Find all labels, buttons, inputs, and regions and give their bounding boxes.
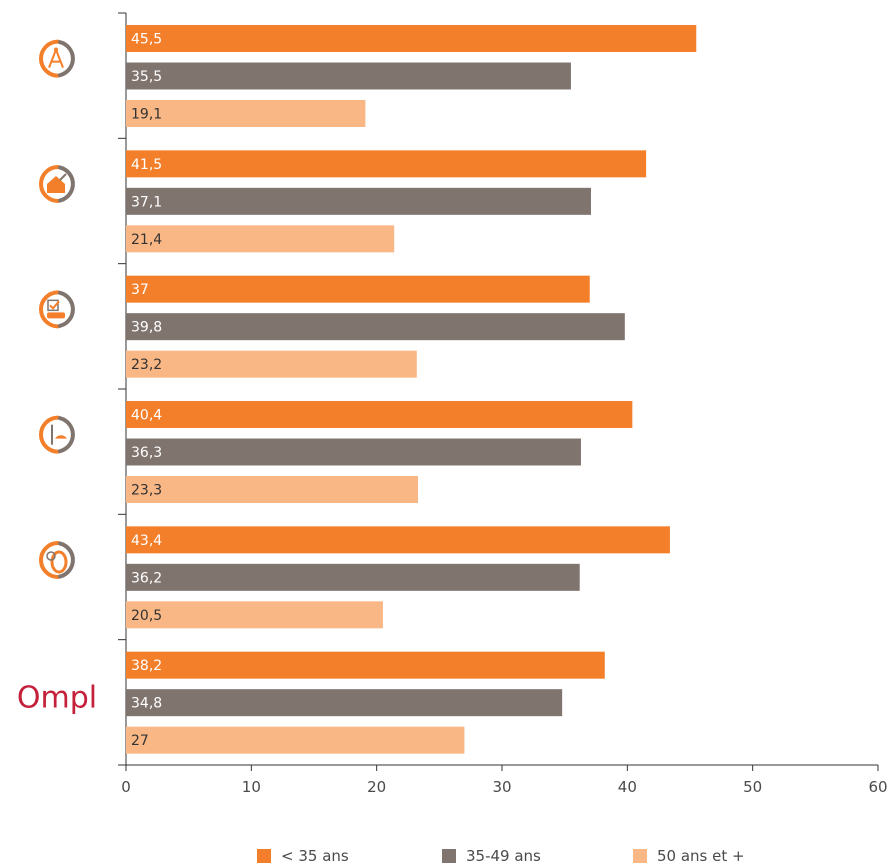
bar-under-35 [126, 401, 632, 428]
surveyor-helmet-icon [41, 418, 73, 452]
icon-ring-right [60, 418, 73, 451]
bar-under-35 [126, 150, 646, 177]
bar-under-35 [126, 276, 590, 303]
bar-50-plus [126, 601, 383, 628]
bar-value-label: 23,3 [131, 483, 162, 499]
legend-label-under-35: < 35 ans [281, 847, 349, 865]
compass-pivot [54, 48, 58, 52]
bar-value-label: 35,5 [131, 69, 162, 85]
legend-label-50-plus: 50 ans et + [657, 847, 745, 865]
legend-item-under-35: < 35 ans [257, 847, 349, 865]
bar-50-plus [126, 476, 418, 503]
x-tick-label: 20 [367, 778, 386, 796]
x-tick-label: 60 [868, 778, 887, 796]
tire-expertise-icon [41, 543, 73, 577]
bar-50-plus [126, 351, 417, 378]
bar-35-49 [126, 313, 625, 340]
bar-value-label: 38,2 [131, 658, 162, 674]
legend-label-35-49: 35-49 ans [466, 847, 541, 865]
vehicle-inspection-icon [41, 292, 73, 326]
icon-ring-right [60, 293, 73, 326]
icon-ring-left [41, 418, 58, 452]
bar-50-plus [126, 225, 394, 252]
bar-value-label: 36,2 [131, 570, 162, 586]
legend-item-50-plus: 50 ans et + [633, 847, 745, 865]
bar-under-35 [126, 25, 696, 52]
icon-ring-left [41, 42, 58, 76]
ompl-logo: Ompl [17, 680, 97, 715]
legend-swatch-under-35 [257, 849, 271, 863]
pen-glyph [60, 174, 66, 180]
bar-under-35 [126, 526, 670, 553]
bar-under-35 [126, 652, 605, 679]
architecture-compass-icon [41, 42, 73, 76]
bar-value-label: 37,1 [131, 194, 162, 210]
legend-item-35-49: 35-49 ans [442, 847, 541, 865]
x-tick-label: 40 [618, 778, 637, 796]
bar-value-label: 41,5 [131, 157, 162, 173]
helmet-glyph [55, 435, 67, 438]
bar-value-label: 45,5 [131, 32, 162, 48]
chart-legend: < 35 ans 35-49 ans 50 ans et + [0, 847, 890, 866]
icon-ring-right [60, 42, 73, 75]
bar-value-label: 40,4 [131, 408, 162, 424]
bar-35-49 [126, 63, 571, 90]
bar-35-49 [126, 439, 581, 466]
icon-ring-left [41, 292, 58, 326]
compass-glyph [49, 50, 63, 68]
bar-value-label: 43,4 [131, 533, 162, 549]
x-tick-label: 30 [492, 778, 511, 796]
bar-value-label: 37 [131, 282, 149, 298]
bar-value-label: 39,8 [131, 320, 162, 336]
bar-value-label: 23,2 [131, 357, 162, 373]
bar-35-49 [126, 564, 580, 591]
bar-value-label: 27 [131, 733, 149, 749]
bar-chart: 0 10 20 30 40 50 60 45,5 35,5 19,1 41,5 37,1 21,4 37 3… [0, 0, 890, 830]
x-tick-label: 0 [121, 778, 131, 796]
legend-swatch-35-49 [442, 849, 456, 863]
bar-35-49 [126, 188, 591, 215]
legend-swatch-50-plus [633, 849, 647, 863]
bar-value-label: 21,4 [131, 232, 162, 248]
car-glyph [47, 312, 65, 318]
real-estate-house-icon [41, 167, 73, 201]
x-tick-label: 10 [242, 778, 261, 796]
bar-value-label: 20,5 [131, 608, 162, 624]
bar-50-plus [126, 727, 464, 754]
x-tick-label: 50 [743, 778, 762, 796]
bar-value-label: 36,3 [131, 445, 162, 461]
bar-value-label: 34,8 [131, 696, 162, 712]
bar-35-49 [126, 689, 562, 716]
bar-value-label: 19,1 [131, 107, 162, 123]
